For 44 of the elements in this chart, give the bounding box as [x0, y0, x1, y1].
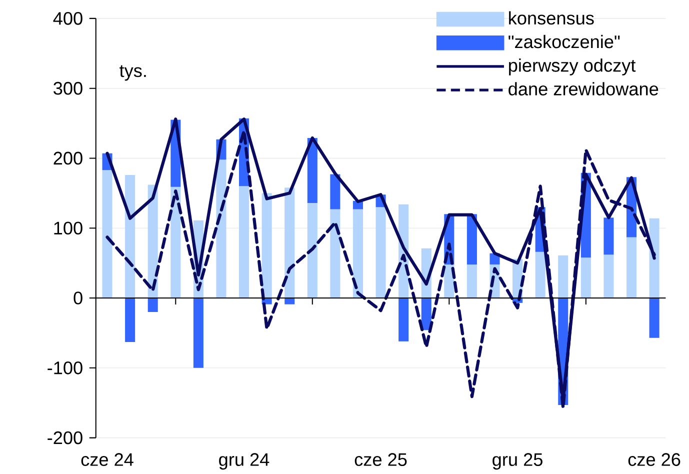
y-axis-title: tys.	[120, 65, 146, 81]
bar	[466, 264, 477, 298]
bar	[604, 218, 614, 255]
bar	[125, 175, 136, 298]
bar	[330, 209, 340, 298]
bar	[330, 174, 340, 210]
bar	[239, 186, 250, 298]
bar	[398, 298, 409, 342]
bar	[626, 237, 637, 298]
y-tick-label: -200	[48, 432, 82, 444]
x-tick-label: gru 25	[492, 453, 542, 470]
legend-label: "zaskoczenie"	[508, 35, 620, 48]
bar	[466, 214, 477, 265]
bar	[376, 207, 386, 298]
bar	[307, 203, 318, 298]
x-tick-label: cze 26	[628, 453, 680, 466]
x-tick-label: gru 24	[219, 453, 270, 470]
bar	[284, 188, 295, 298]
bar	[262, 193, 272, 298]
bar	[216, 160, 226, 298]
bar	[148, 298, 158, 312]
y-tick-label: 400	[53, 12, 82, 25]
bar	[193, 298, 204, 368]
bar	[604, 254, 614, 298]
bar	[580, 258, 591, 298]
y-tick-label: -100	[48, 362, 82, 374]
bar	[649, 298, 660, 338]
y-tick-label: 0	[74, 292, 82, 305]
x-tick-label: cze 24	[81, 453, 134, 466]
bar	[102, 170, 112, 298]
legend-label: dane zrewidowane	[508, 82, 658, 96]
bar	[535, 252, 546, 298]
bar	[307, 138, 318, 204]
bar	[284, 298, 295, 304]
bar	[649, 218, 660, 298]
legend-label: konsensus	[509, 11, 594, 25]
y-tick-label: 200	[54, 152, 82, 165]
bar	[125, 298, 136, 342]
y-tick-label: 100	[54, 222, 82, 235]
x-tick-label: cze 25	[354, 453, 407, 466]
bar	[558, 256, 568, 298]
y-tick-label: 300	[54, 82, 82, 95]
bar	[352, 209, 364, 298]
legend-label: pierwszy odczyt	[509, 58, 636, 76]
